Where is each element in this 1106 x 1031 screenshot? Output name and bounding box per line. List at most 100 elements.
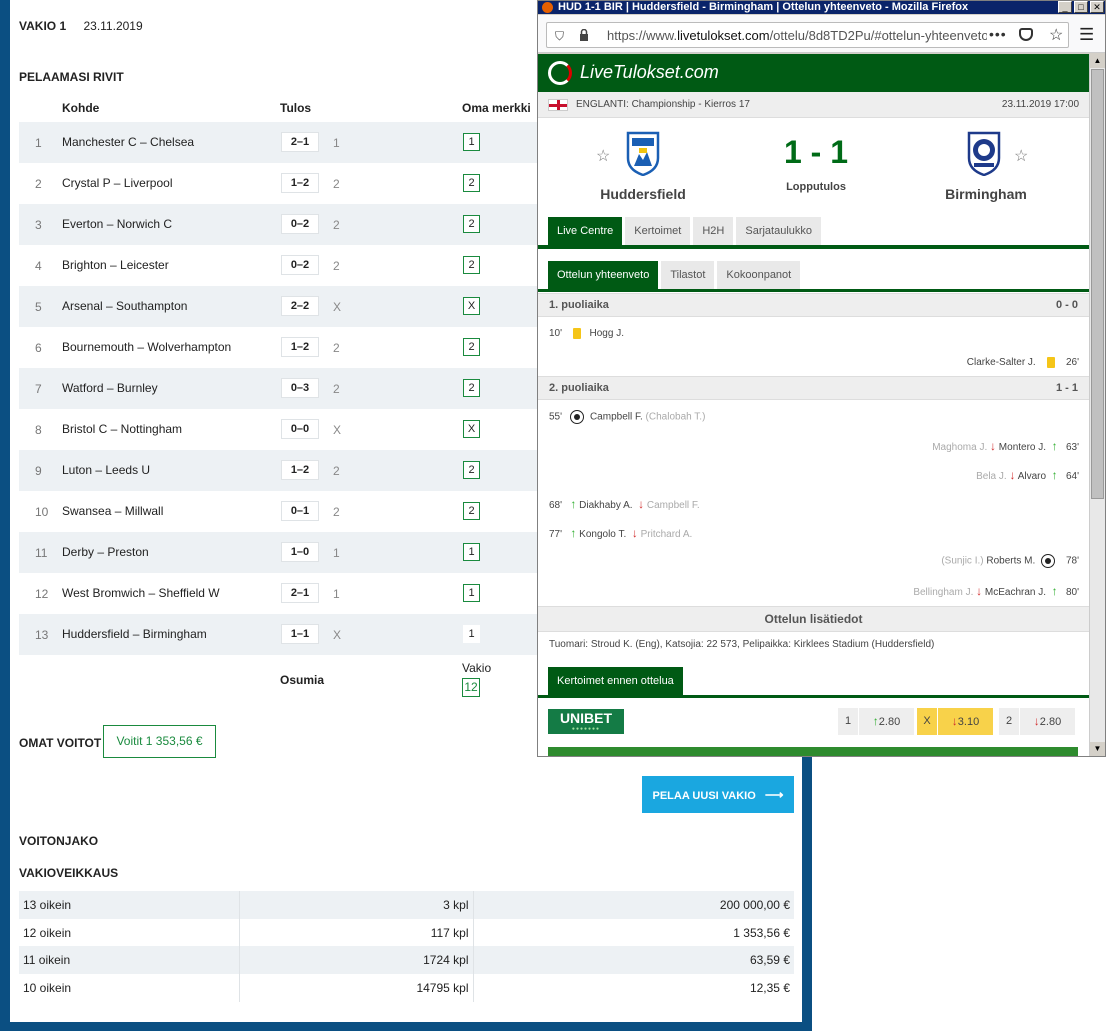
pocket-icon[interactable]: [1019, 28, 1033, 41]
huddersfield-crest-icon[interactable]: [625, 130, 661, 176]
odds-tab[interactable]: Kertoimet ennen ottelua: [548, 667, 683, 695]
match-result-sign: 2: [333, 259, 340, 273]
sub-in-arrow-icon: ↑: [1051, 468, 1058, 482]
sub-in-arrow-icon: ↑: [570, 526, 577, 540]
hamburger-menu-icon[interactable]: ☰: [1079, 25, 1095, 44]
sub-in-arrow-icon: ↑: [1051, 439, 1058, 453]
match-result-sign: 2: [333, 218, 340, 232]
birmingham-crest-icon[interactable]: [966, 130, 1002, 176]
page-edge-right: [802, 750, 812, 1031]
tab-sub-0[interactable]: Ottelun yhteenveto: [548, 261, 659, 289]
home-team-name[interactable]: Huddersfield: [600, 186, 686, 202]
tab-sub-2[interactable]: Kokoonpanot: [717, 261, 801, 289]
yellow-card-icon: [573, 327, 582, 339]
match-score: 0–1: [281, 501, 319, 521]
column-header-oma-merkki: Oma merkki: [462, 101, 531, 115]
url-bar[interactable]: ⛉ https://www.livetulokset.com/ottelu/8d…: [546, 22, 1069, 48]
match-score: 2–2: [281, 296, 319, 316]
soccer-ball-icon: [570, 410, 585, 424]
table-row: 13 Huddersfield – Birmingham 1–1 X 1: [19, 614, 619, 655]
arrow-right-icon: ⟶: [764, 787, 784, 802]
tab-main-3[interactable]: Sarjataulukko: [736, 217, 822, 245]
firefox-window: HUD 1-1 BIR | Huddersfield - Birmingham …: [537, 0, 1106, 757]
window-title-bar[interactable]: HUD 1-1 BIR | Huddersfield - Birmingham …: [538, 1, 1105, 14]
osumia-label: Osumia: [280, 673, 325, 687]
livetulokset-page: LiveTulokset.com ENGLANTI: Championship …: [538, 54, 1089, 756]
firefox-icon: [542, 2, 553, 13]
row-number: 2: [35, 177, 42, 191]
site-logo[interactable]: LiveTulokset.com: [580, 62, 719, 82]
row-number: 10: [35, 505, 49, 519]
competition-name[interactable]: ENGLANTI: Championship - Kierros 17: [576, 99, 750, 110]
match-result-sign: 1: [333, 546, 340, 560]
sub-tabs-underline: [538, 289, 1089, 292]
url-text[interactable]: https://www.livetulokset.com/ottelu/8d8T…: [607, 28, 987, 43]
bookmark-star-icon[interactable]: ☆: [1049, 27, 1064, 44]
prize-count: 14795 kpl: [239, 974, 474, 1002]
match-result-sign: 2: [333, 177, 340, 191]
own-pick: 2: [463, 338, 480, 356]
page-edge-bottom: [0, 1022, 812, 1031]
prize-count: 1724 kpl: [239, 946, 474, 975]
play-new-vakio-button[interactable]: PELAA UUSI VAKIO ⟶: [642, 776, 794, 813]
scroll-up-arrow-icon[interactable]: ▲: [1090, 54, 1105, 68]
match-score: 2–1: [281, 132, 319, 152]
unibet-logo[interactable]: UNIBET ●●●●●●●: [548, 709, 624, 734]
logo-icon[interactable]: [548, 61, 572, 85]
prize-count: 3 kpl: [239, 891, 474, 919]
minimize-button[interactable]: _: [1058, 1, 1072, 13]
own-pick: 2: [463, 461, 480, 479]
scrollbar-thumb[interactable]: [1091, 69, 1104, 499]
own-pick: 1: [463, 584, 480, 602]
vertical-scrollbar[interactable]: ▲ ▼: [1089, 54, 1105, 756]
odds-number: 2.80: [878, 716, 901, 728]
bottom-banner: [548, 747, 1078, 756]
tab-main-2[interactable]: H2H: [693, 217, 734, 245]
own-pick: X: [463, 297, 480, 315]
row-number: 9: [35, 464, 42, 478]
row-number: 6: [35, 341, 42, 355]
maximize-button[interactable]: □: [1074, 1, 1088, 13]
odds-label: 1: [838, 708, 858, 735]
own-pick: 1: [463, 133, 480, 151]
page-actions-icon[interactable]: •••: [989, 26, 1007, 42]
match-result-sign: 2: [333, 341, 340, 355]
favorite-away-star-icon[interactable]: ☆: [1014, 148, 1029, 165]
odds-value-X[interactable]: ↓3.10: [938, 708, 993, 735]
away-team-name[interactable]: Birmingham: [945, 186, 1027, 202]
row-number: 4: [35, 259, 42, 273]
favorite-home-star-icon[interactable]: ☆: [596, 148, 611, 165]
tab-sub-1[interactable]: Tilastot: [661, 261, 715, 289]
own-pick: 2: [463, 174, 480, 192]
row-number: 7: [35, 382, 42, 396]
own-pick: 2: [463, 502, 480, 520]
match-result-sign: 1: [333, 587, 340, 601]
scroll-down-arrow-icon[interactable]: ▼: [1090, 742, 1105, 756]
soccer-ball-icon: [1040, 554, 1055, 568]
first-half-label: 1. puoliaika: [549, 299, 609, 311]
table-row: 2 Crystal P – Liverpool 1–2 2 2: [19, 163, 619, 204]
row-number: 12: [35, 587, 49, 601]
second-half-header: 2. puoliaika 1 - 1: [538, 376, 1089, 400]
odds-value-1[interactable]: ↑2.80: [859, 708, 914, 735]
close-button[interactable]: ✕: [1090, 1, 1104, 13]
match-rows: 1 Manchester C – Chelsea 2–1 1 1 2 Crystal P –…: [19, 122, 619, 655]
row-number: 8: [35, 423, 42, 437]
odds-down-arrow-icon: ↓: [1033, 714, 1040, 728]
match-result-sign: 2: [333, 505, 340, 519]
tab-main-1[interactable]: Kertoimet: [625, 217, 691, 245]
row-number: 1: [35, 136, 42, 150]
column-header-tulos: Tulos: [280, 101, 312, 115]
lock-icon[interactable]: [579, 29, 589, 41]
tab-main-0[interactable]: Live Centre: [548, 217, 623, 245]
voitonjako-label: VOITONJAKO: [19, 834, 99, 848]
odds-value-2[interactable]: ↓2.80: [1020, 708, 1075, 735]
table-row: 4 Brighton – Leicester 0–2 2 2: [19, 245, 619, 286]
match-name: Swansea – Millwall: [62, 504, 164, 518]
row-number: 13: [35, 628, 49, 642]
match-score: 1–2: [281, 173, 319, 193]
match-name: Everton – Norwich C: [62, 217, 173, 231]
tracking-shield-icon[interactable]: ⛉: [555, 29, 565, 43]
second-half-label: 2. puoliaika: [549, 382, 609, 394]
coupon-title: VAKIO 1: [19, 19, 67, 33]
